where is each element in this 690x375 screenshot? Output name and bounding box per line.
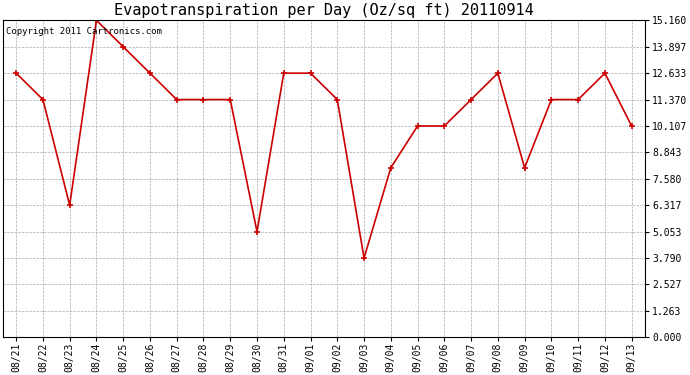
Title: Evapotranspiration per Day (Oz/sq ft) 20110914: Evapotranspiration per Day (Oz/sq ft) 20… (114, 3, 534, 18)
Text: Copyright 2011 Cartronics.com: Copyright 2011 Cartronics.com (6, 27, 162, 36)
